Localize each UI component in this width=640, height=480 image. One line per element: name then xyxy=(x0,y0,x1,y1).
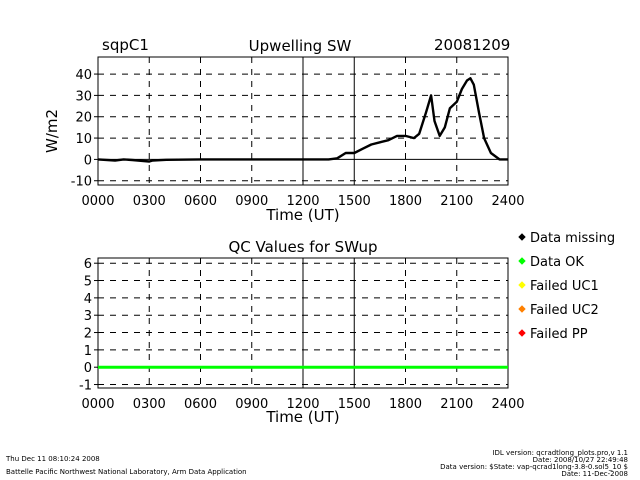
chart2-xlabel: Time (UT) xyxy=(265,408,339,426)
y-tick-label: -10 xyxy=(71,175,92,190)
legend-label: Failed UC2 xyxy=(530,303,599,318)
y-tick-label: 2 xyxy=(84,327,92,342)
x-tick-label: 2100 xyxy=(440,194,473,209)
x-tick-label: 1500 xyxy=(338,194,371,209)
footer-idl-version: IDL version: qcradtlong_plots.pro,v 1.1 xyxy=(492,449,628,457)
x-tick-label: 1500 xyxy=(338,397,371,412)
legend-label: Failed PP xyxy=(530,327,588,342)
y-tick-label: -1 xyxy=(79,379,92,394)
y-tick-label: 3 xyxy=(84,309,92,324)
date-label: 20081209 xyxy=(434,36,510,54)
chart1-ylabel: W/m2 xyxy=(43,109,61,153)
legend-label: Data OK xyxy=(530,255,584,270)
y-tick-label: 1 xyxy=(84,344,92,359)
x-tick-label: 0600 xyxy=(184,397,217,412)
footer-timestamp: Thu Dec 11 08:10:24 2008 xyxy=(5,455,100,463)
legend-label: Failed UC1 xyxy=(530,279,599,294)
x-tick-label: 0600 xyxy=(184,194,217,209)
x-tick-label: 0300 xyxy=(133,397,166,412)
upwelling-sw-chart: -10 0 10 20 30 40 0000 0300 0600 0900 1200 1500 180… xyxy=(71,56,525,209)
legend-marker-icon xyxy=(518,257,526,265)
y-tick-label: 40 xyxy=(75,68,92,83)
swup-series-line xyxy=(97,77,508,163)
site-label: sqpC1 xyxy=(102,36,149,54)
x-tick-label: 0900 xyxy=(235,397,268,412)
footer-credit: Battelle Pacific Northwest National Labo… xyxy=(6,468,247,476)
y-tick-label: 5 xyxy=(84,275,92,290)
qc-legend: Data missing Data OK Failed UC1 Failed UC2 F… xyxy=(518,231,615,342)
chart1-title: Upwelling SW xyxy=(249,37,352,55)
y-tick-label: 20 xyxy=(75,111,92,126)
legend-label: Data missing xyxy=(530,231,615,246)
x-tick-label: 1800 xyxy=(389,194,422,209)
footer-data-date: Date: 11-Dec-2008 xyxy=(561,470,628,478)
qc-values-chart: -1 0 1 2 3 4 5 6 0000 0300 0600 0900 1200 1500 1800 21… xyxy=(79,257,525,412)
footer-data-version: Data version: $State: vap-qcrad1long-3.8… xyxy=(440,463,628,471)
legend-marker-icon xyxy=(518,305,526,313)
y-tick-label: 30 xyxy=(75,89,92,104)
legend-marker-icon xyxy=(518,329,526,337)
y-tick-label: 0 xyxy=(84,153,92,168)
x-tick-label: 2100 xyxy=(440,397,473,412)
y-tick-label: 10 xyxy=(75,132,92,147)
x-tick-label: 2400 xyxy=(491,397,524,412)
legend-marker-icon xyxy=(518,281,526,289)
x-tick-label: 1200 xyxy=(286,397,319,412)
x-tick-label: 0000 xyxy=(81,194,114,209)
x-tick-label: 0300 xyxy=(133,194,166,209)
footer-idl-date: Date: 2008/10/27 22:49:48 xyxy=(533,456,628,464)
chart2-title: QC Values for SWup xyxy=(228,238,377,256)
x-tick-label: 1800 xyxy=(389,397,422,412)
y-tick-label: 6 xyxy=(84,257,92,272)
x-tick-label: 2400 xyxy=(491,194,524,209)
x-tick-label: 0000 xyxy=(81,397,114,412)
y-tick-label: 0 xyxy=(84,361,92,376)
x-tick-label: 1200 xyxy=(286,194,319,209)
y-tick-label: 4 xyxy=(84,292,92,307)
legend-marker-icon xyxy=(518,233,526,241)
chart1-xlabel: Time (UT) xyxy=(265,206,339,224)
x-tick-label: 0900 xyxy=(235,194,268,209)
